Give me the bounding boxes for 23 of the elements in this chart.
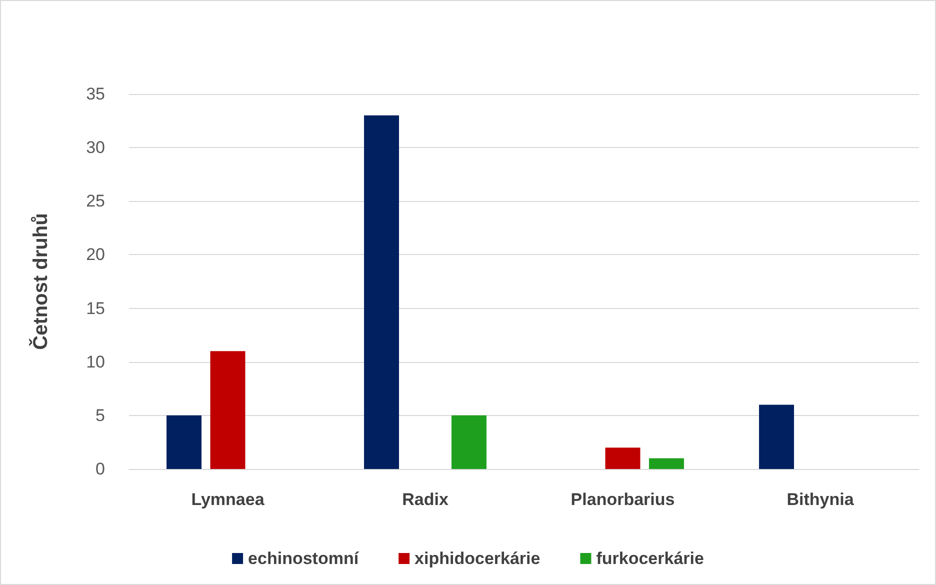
x-tick-label: Radix <box>402 490 449 509</box>
legend-label: echinostomní <box>248 549 360 568</box>
bar <box>648 458 684 469</box>
x-tick-label: Planorbarius <box>570 490 675 509</box>
legend-label: xiphidocerkárie <box>414 549 540 568</box>
y-tick-label: 30 <box>86 138 105 158</box>
bar <box>364 115 400 469</box>
y-axis-title: Četnost druhů <box>29 213 52 350</box>
x-tick-label: Bithynia <box>786 490 854 509</box>
y-tick-label: 25 <box>86 192 105 211</box>
bar <box>210 351 246 469</box>
legend-label: furkocerkárie <box>596 549 704 568</box>
bar <box>166 415 202 469</box>
y-tick-label: 35 <box>86 84 105 104</box>
bar <box>451 415 486 469</box>
y-tick-label: 10 <box>86 352 105 372</box>
bar <box>605 448 640 469</box>
y-tick-label: 5 <box>96 406 105 425</box>
x-tick-label: Lymnaea <box>191 490 265 509</box>
y-tick-label: 15 <box>86 298 105 318</box>
y-tick-label: 0 <box>96 460 105 478</box>
bar <box>759 404 794 469</box>
y-tick-label: 20 <box>86 245 105 264</box>
